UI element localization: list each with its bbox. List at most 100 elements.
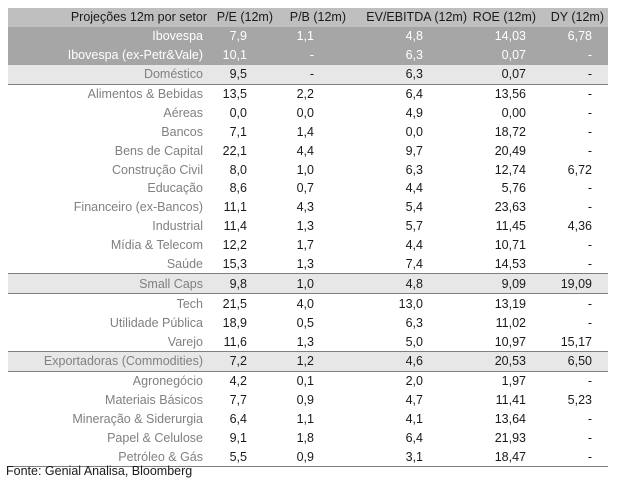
row-dy-value: -: [587, 412, 592, 427]
header-sector: Projeções 12m por setor: [8, 8, 211, 27]
row-pb-value: 1,4: [296, 124, 314, 139]
row-pb-value: 1,3: [296, 334, 314, 349]
row-roe-value: 1,97: [471, 370, 540, 391]
row-ev-ebitda-value: 6,4: [405, 431, 423, 446]
table-body: Ibovespa 7,9 1,1 4,8 14,03 6,78 Ibovespa (ex-P…: [8, 26, 608, 468]
row-pb-value: 0,5: [296, 315, 314, 330]
row-dy-value: -: [587, 124, 592, 139]
row-pb-value: 2,2: [277, 83, 350, 104]
row-sector-label: Small Caps: [8, 273, 211, 294]
row-sector-label: Educação: [147, 181, 203, 196]
table-row: Papel & Celulose 9,1 1,8 6,4 21,93 -: [8, 429, 608, 448]
row-ev-ebitda-value: 4,8: [350, 26, 471, 46]
table-row: Aéreas 0,0 0,0 4,9 0,00 -: [8, 103, 608, 122]
row-roe-value: 11,45: [495, 219, 526, 234]
row-ev-ebitda-value: 4,6: [350, 351, 471, 372]
row-pe-value: 6,4: [229, 412, 247, 427]
row-pb-value: 0,9: [296, 393, 314, 408]
row-ev-ebitda-value: 4,8: [350, 273, 471, 294]
row-pb-value: 4,3: [296, 200, 314, 215]
row-ev-ebitda-value: 3,1: [350, 447, 471, 468]
table-row: Utilidade Pública 18,9 0,5 6,3 11,02 -: [8, 313, 608, 332]
row-dy-value: 6,72: [567, 162, 592, 177]
row-pe-value: 9,1: [229, 431, 247, 446]
row-dy-value: 5,23: [567, 393, 592, 408]
header-ev-ebitda: EV/EBITDA (12m): [350, 8, 471, 27]
row-pb-value: 0,0: [296, 105, 314, 120]
row-dy-value: -: [540, 64, 608, 85]
row-pe-value: 8,6: [229, 181, 247, 196]
row-roe-value: 12,74: [494, 162, 526, 177]
row-roe-value: 0,07: [471, 45, 540, 65]
row-ev-ebitda-value: 2,0: [350, 370, 471, 391]
row-sector-label: Varejo: [167, 334, 203, 349]
table-row: Construção Civil 8,0 1,0 6,3 12,74 6,72: [8, 160, 608, 179]
row-pe-value: 9,5: [211, 64, 277, 85]
row-ev-ebitda-value: 4,1: [405, 412, 423, 427]
row-sector-label: Industrial: [152, 219, 203, 234]
header-dy: DY (12m): [540, 8, 608, 27]
row-pe-value: 11,4: [223, 219, 247, 234]
row-roe-value: 20,49: [494, 143, 526, 158]
row-ev-ebitda-value: 4,9: [405, 105, 423, 120]
row-sector-label: Agronegócio: [8, 370, 211, 391]
header-pb: P/B (12m): [277, 8, 350, 27]
row-pe-value: 5,5: [211, 447, 277, 468]
row-sector-label: Financeiro (ex-Bancos): [73, 200, 203, 215]
row-ev-ebitda-value: 13,0: [350, 293, 471, 314]
table-row: Alimentos & Bebidas 13,5 2,2 6,4 13,56-: [8, 83, 608, 104]
row-roe-value: 14,53: [494, 257, 526, 272]
sector-projections-table: Projeções 12m por setor P/E (12m) P/B (1…: [8, 8, 608, 468]
row-ev-ebitda-value: 9,7: [405, 143, 423, 158]
table-row: Varejo 11,6 1,3 5,0 10,97 15,17: [8, 332, 608, 351]
row-sector-label: Doméstico: [8, 64, 211, 85]
row-dy-value: -: [587, 238, 592, 253]
table-row: Educação 8,6 0,7 4,4 5,76 -: [8, 179, 608, 198]
table-row: Bens de Capital 22,1 4,4 9,7 20,49 -: [8, 141, 608, 160]
row-pb-value: 1,8: [296, 431, 314, 446]
row-pb-value: 1,1: [277, 26, 350, 46]
row-roe-value: 5,76: [501, 181, 526, 196]
row-dy-value: -: [587, 257, 592, 272]
row-ev-ebitda-value: 6,3: [405, 315, 423, 330]
row-ev-ebitda-value: 7,4: [405, 257, 423, 272]
header-pe: P/E (12m): [211, 8, 277, 27]
table-row: Doméstico 9,5-6,3 0,07-: [8, 64, 608, 85]
table-header-row: Projeções 12m por setor P/E (12m) P/B (1…: [8, 8, 608, 27]
row-roe-value: 18,72: [494, 124, 526, 139]
row-roe-value: 10,97: [494, 334, 526, 349]
row-dy-value: -: [587, 315, 592, 330]
table-row: Ibovespa (ex-Petr&Vale) 10,1-6,3 0,07-: [8, 45, 608, 65]
row-pe-value: 9,8: [211, 273, 277, 294]
row-sector-label: Saúde: [166, 257, 203, 272]
row-sector-label: Ibovespa (ex-Petr&Vale): [8, 45, 211, 65]
row-pb-value: 1,2: [277, 351, 350, 372]
row-dy-value: 4,36: [567, 219, 592, 234]
row-roe-value: 18,47: [471, 447, 540, 468]
row-pe-value: 7,2: [211, 351, 277, 372]
row-sector-label: Petróleo & Gás: [8, 447, 211, 468]
row-roe-value: 9,09: [471, 273, 540, 294]
row-ev-ebitda-value: 6,3: [350, 45, 471, 65]
row-roe-value: 14,03: [471, 26, 540, 46]
row-ev-ebitda-value: 4,4: [405, 181, 423, 196]
row-sector-label: Mineração & Siderurgia: [72, 412, 203, 427]
row-pe-value: 11,1: [223, 200, 247, 215]
row-sector-label: Exportadoras (Commodities): [8, 351, 211, 372]
row-sector-label: Tech: [8, 293, 211, 314]
row-pb-value: 0,9: [277, 447, 350, 468]
row-ev-ebitda-value: 0,0: [405, 124, 423, 139]
row-sector-label: Aéreas: [163, 105, 203, 120]
row-sector-label: Bancos: [161, 124, 203, 139]
table-row: Materiais Básicos 7,7 0,9 4,7 11,41 5,23: [8, 391, 608, 410]
table-row: Mídia & Telecom 12,2 1,7 4,4 10,71 -: [8, 236, 608, 255]
row-ev-ebitda-value: 4,4: [405, 238, 423, 253]
row-dy-value: 6,78: [540, 26, 608, 46]
row-dy-value: -: [540, 293, 608, 314]
row-sector-label: Utilidade Pública: [109, 315, 203, 330]
row-ev-ebitda-value: 6,4: [350, 83, 471, 104]
row-roe-value: 20,53: [471, 351, 540, 372]
row-sector-label: Papel & Celulose: [107, 431, 203, 446]
row-pe-value: 15,3: [222, 257, 247, 272]
row-dy-value: -: [587, 431, 592, 446]
